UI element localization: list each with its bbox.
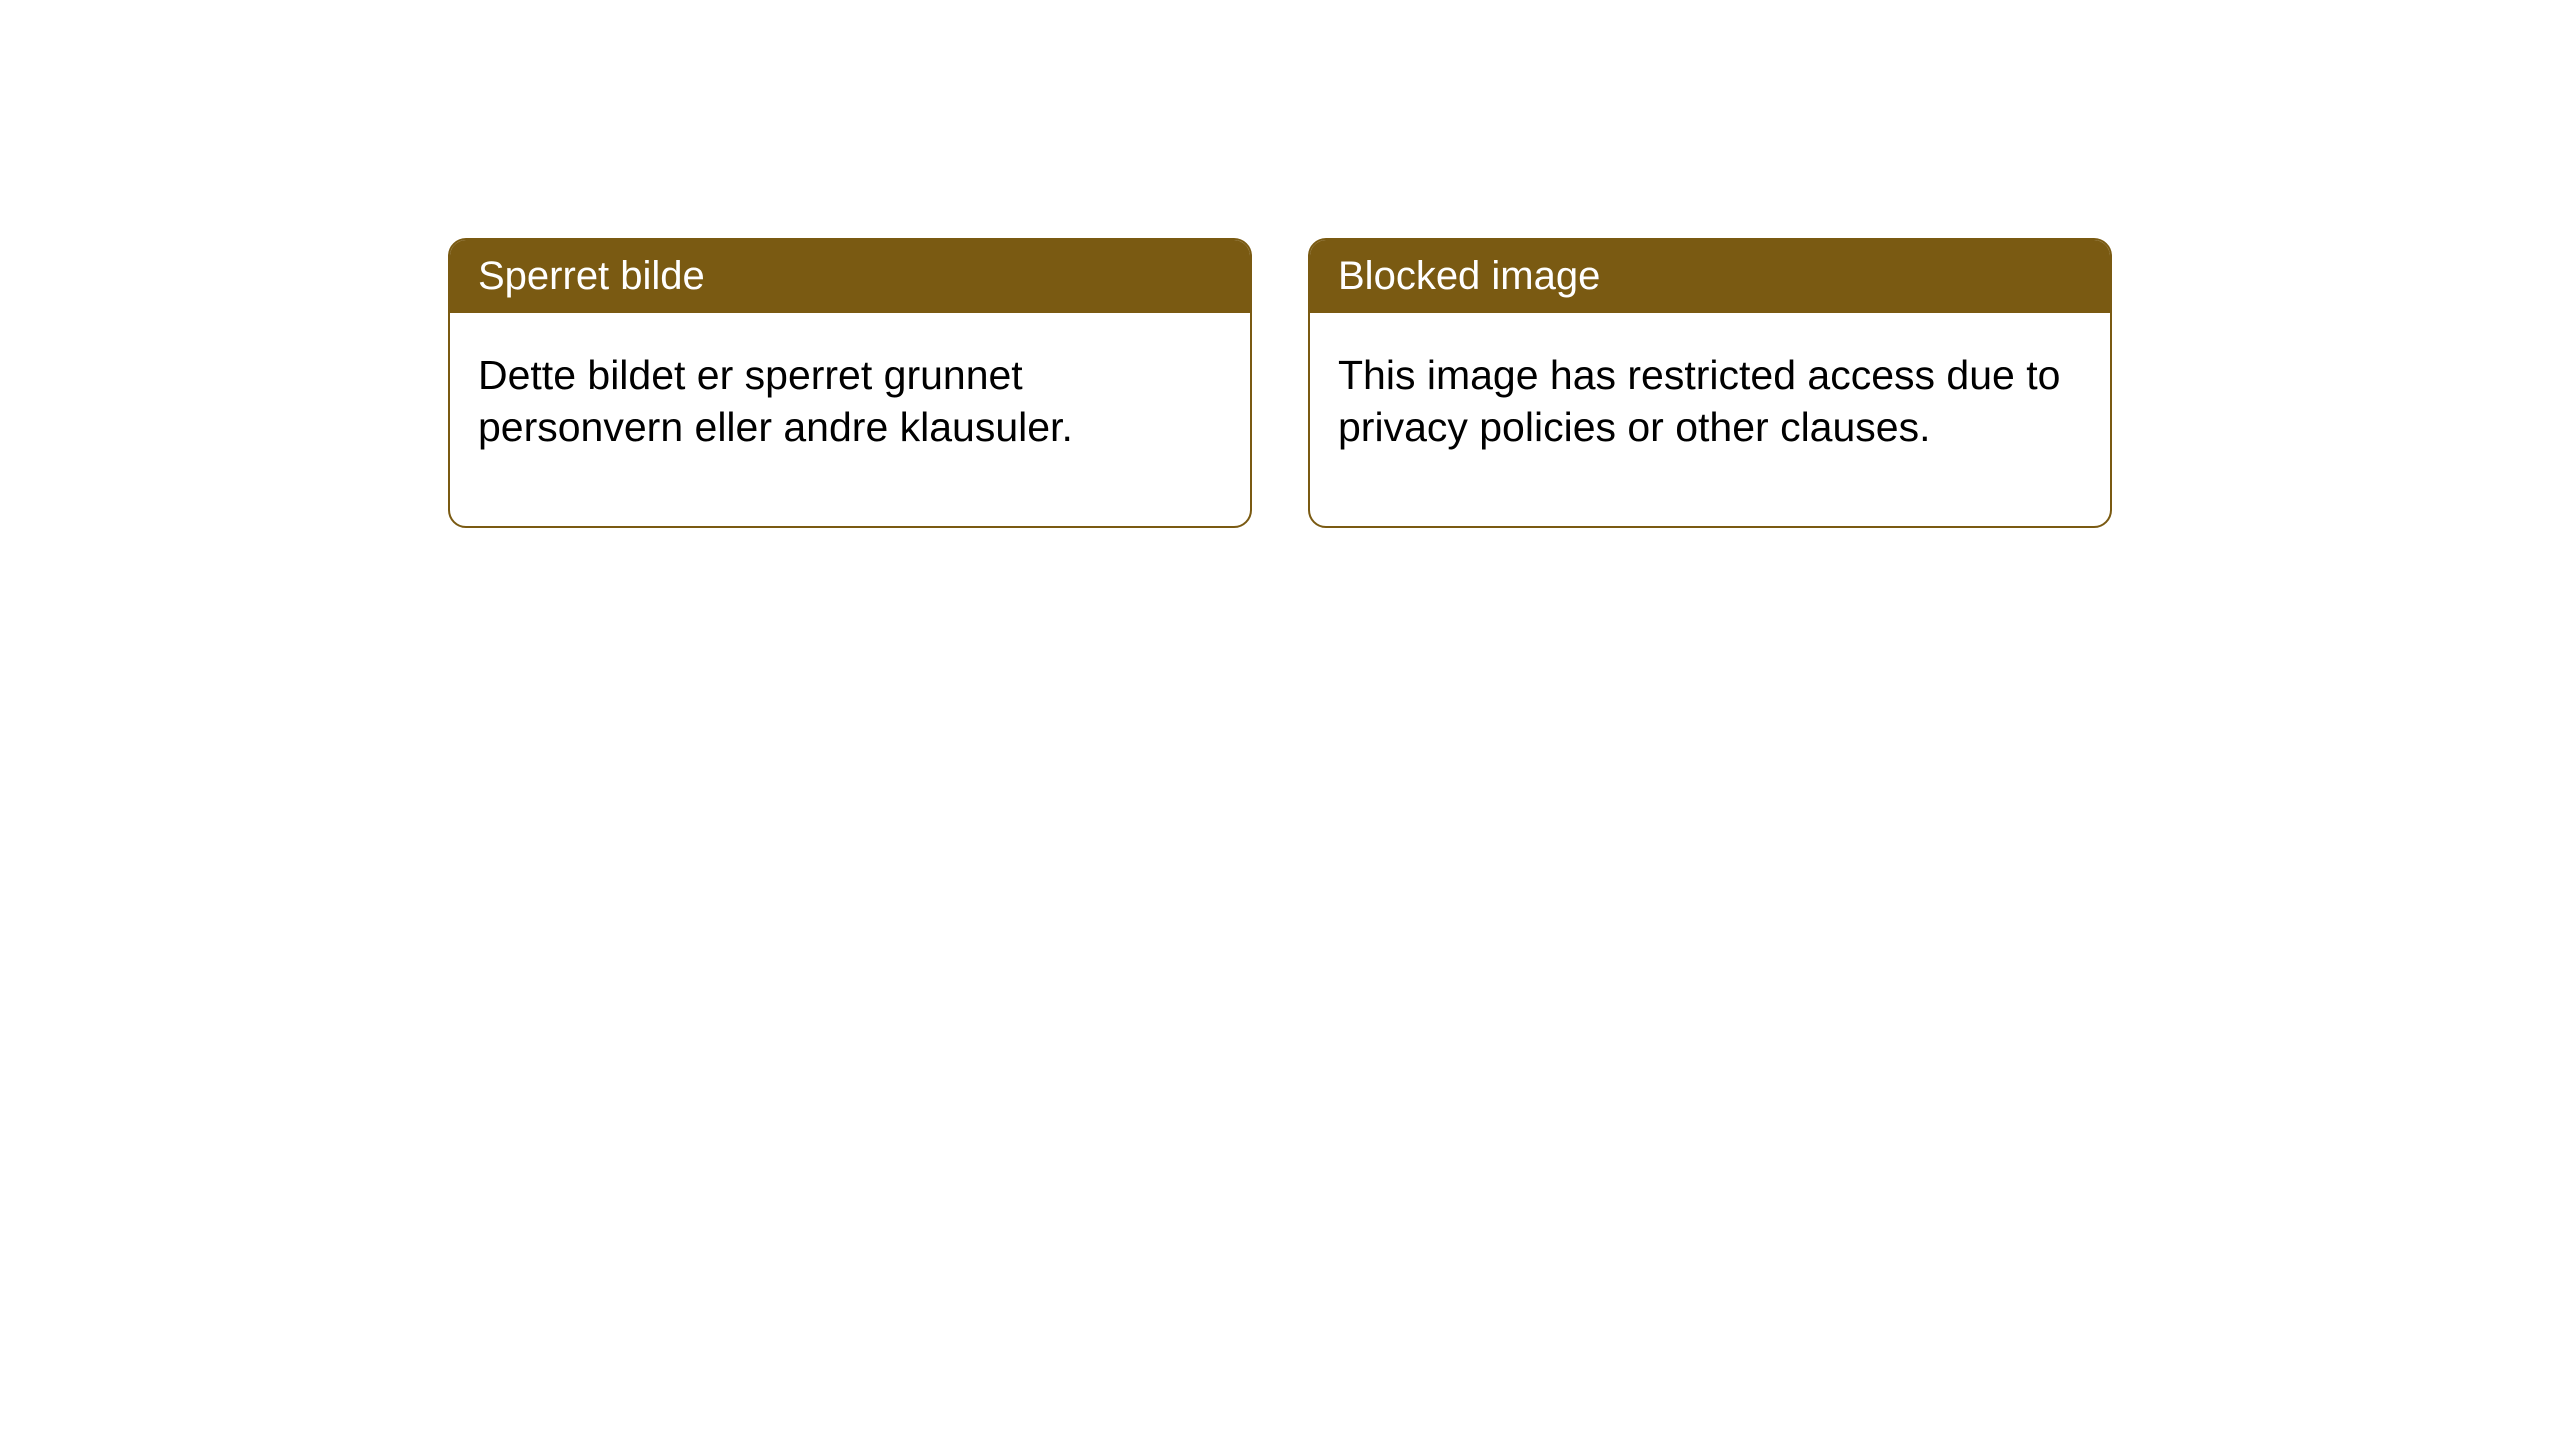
card-header: Blocked image [1310, 240, 2110, 313]
notice-card-english: Blocked image This image has restricted … [1308, 238, 2112, 528]
card-body-text: This image has restricted access due to … [1338, 352, 2060, 450]
card-body: Dette bildet er sperret grunnet personve… [450, 313, 1250, 526]
notice-card-norwegian: Sperret bilde Dette bildet er sperret gr… [448, 238, 1252, 528]
notice-container: Sperret bilde Dette bildet er sperret gr… [0, 0, 2560, 528]
card-body: This image has restricted access due to … [1310, 313, 2110, 526]
card-body-text: Dette bildet er sperret grunnet personve… [478, 352, 1073, 450]
card-title: Sperret bilde [478, 254, 705, 298]
card-title: Blocked image [1338, 254, 1600, 298]
card-header: Sperret bilde [450, 240, 1250, 313]
